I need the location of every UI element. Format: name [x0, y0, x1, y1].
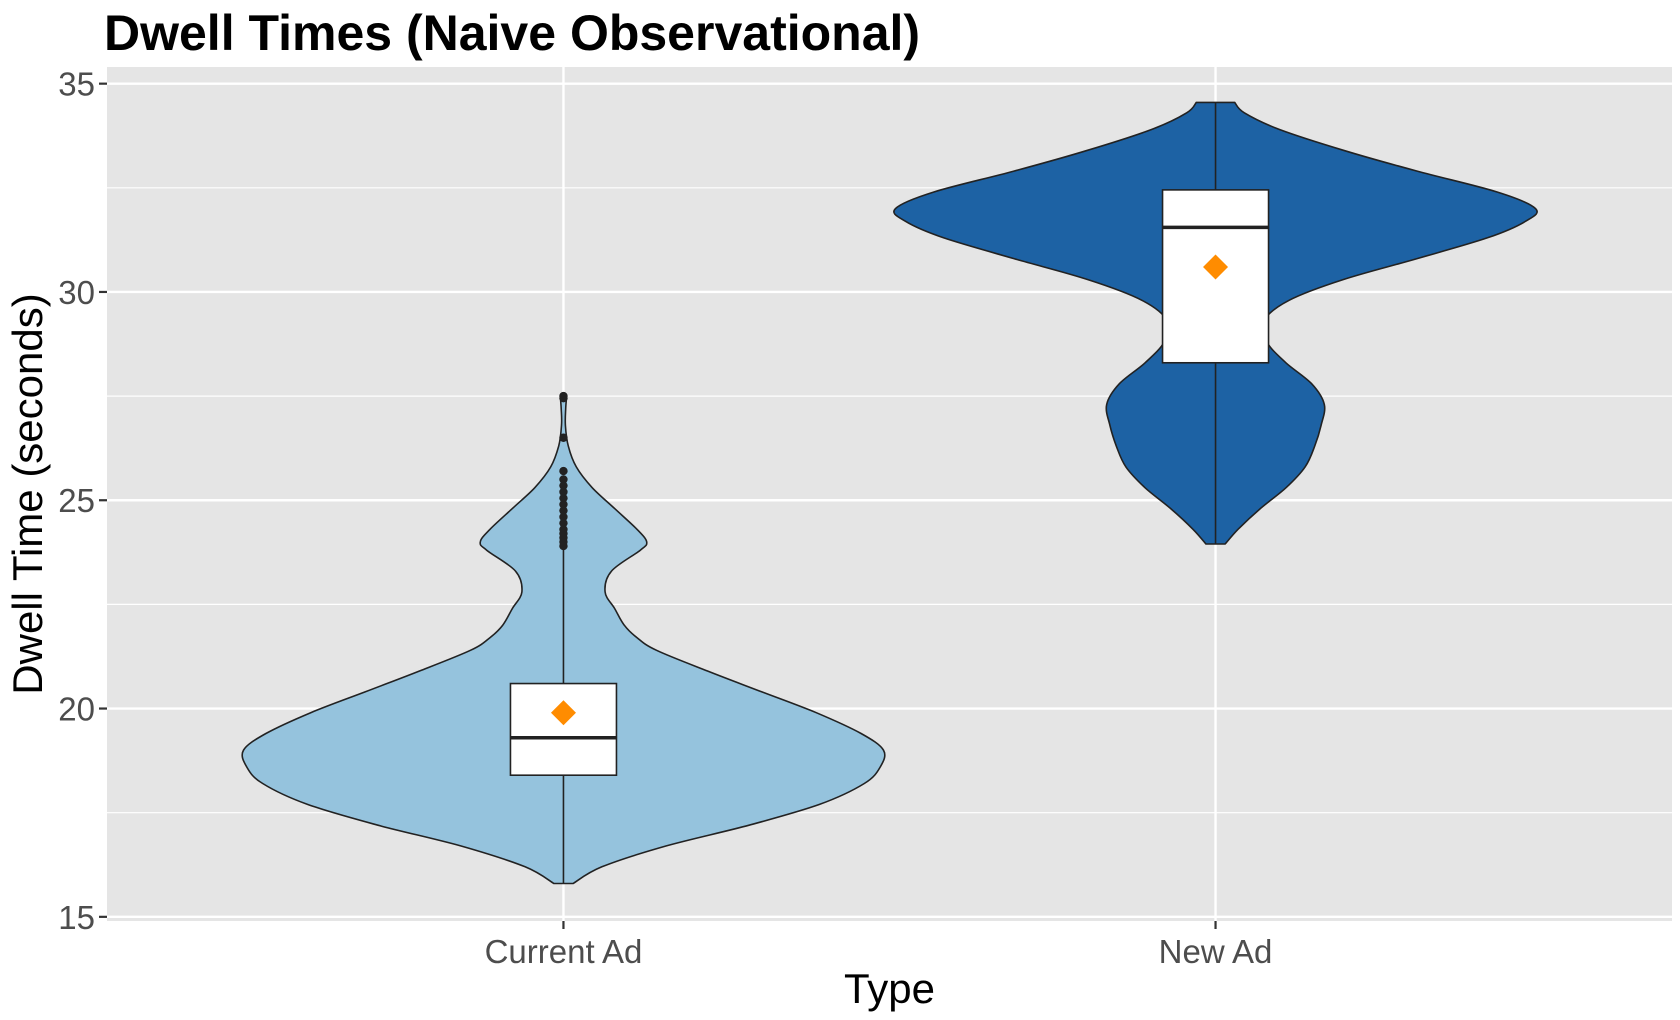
- y-axis: 15 20 25 30 35: [58, 66, 107, 936]
- outlier-point: [559, 500, 568, 509]
- outlier-point: [559, 525, 568, 534]
- x-axis: Current Ad New Ad: [485, 921, 1273, 970]
- violins: [241, 101, 1538, 885]
- outlier-point: [559, 518, 568, 528]
- chart-title: Dwell Times (Naive Observational): [104, 5, 920, 61]
- outlier-point: [559, 493, 568, 503]
- violin-group-current-ad: [241, 391, 886, 885]
- outlier-point: [559, 475, 568, 484]
- mean-marker: [550, 700, 576, 726]
- outlier-point: [559, 506, 568, 515]
- box-iqr: [509, 682, 618, 776]
- outlier-point: [559, 481, 568, 490]
- y-tick-label: 30: [58, 274, 95, 311]
- x-tick-label: New Ad: [1159, 933, 1273, 970]
- x-tick-label: Current Ad: [485, 933, 643, 970]
- y-tick-label: 15: [58, 899, 95, 936]
- outlier-point: [559, 487, 568, 497]
- outlier-point: [559, 433, 568, 442]
- outlier-point: [559, 466, 568, 476]
- outlier-point: [559, 512, 568, 522]
- y-tick-label: 35: [58, 66, 95, 103]
- violin-group-new-ad: [893, 101, 1538, 545]
- mean-marker: [1203, 254, 1229, 280]
- x-axis-title: Type: [844, 965, 935, 1012]
- y-tick-label: 25: [58, 482, 95, 519]
- y-axis-title: Dwell Time (seconds): [4, 293, 51, 694]
- outlier-point: [559, 391, 568, 401]
- y-tick-label: 20: [58, 691, 95, 728]
